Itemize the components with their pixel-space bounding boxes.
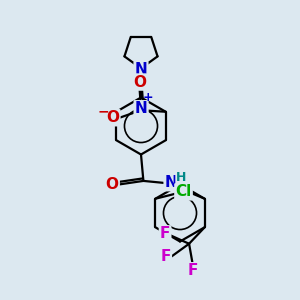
Text: F: F [160, 226, 170, 242]
Text: N: N [135, 62, 147, 77]
Text: F: F [188, 263, 198, 278]
Text: −: − [97, 104, 109, 118]
Text: N: N [165, 175, 177, 190]
Text: O: O [106, 177, 119, 192]
Text: O: O [133, 75, 146, 90]
Text: F: F [160, 249, 171, 264]
Text: Cl: Cl [176, 184, 192, 199]
Text: +: + [142, 91, 153, 104]
Text: N: N [135, 101, 148, 116]
Text: O: O [106, 110, 119, 125]
Text: H: H [176, 171, 187, 184]
